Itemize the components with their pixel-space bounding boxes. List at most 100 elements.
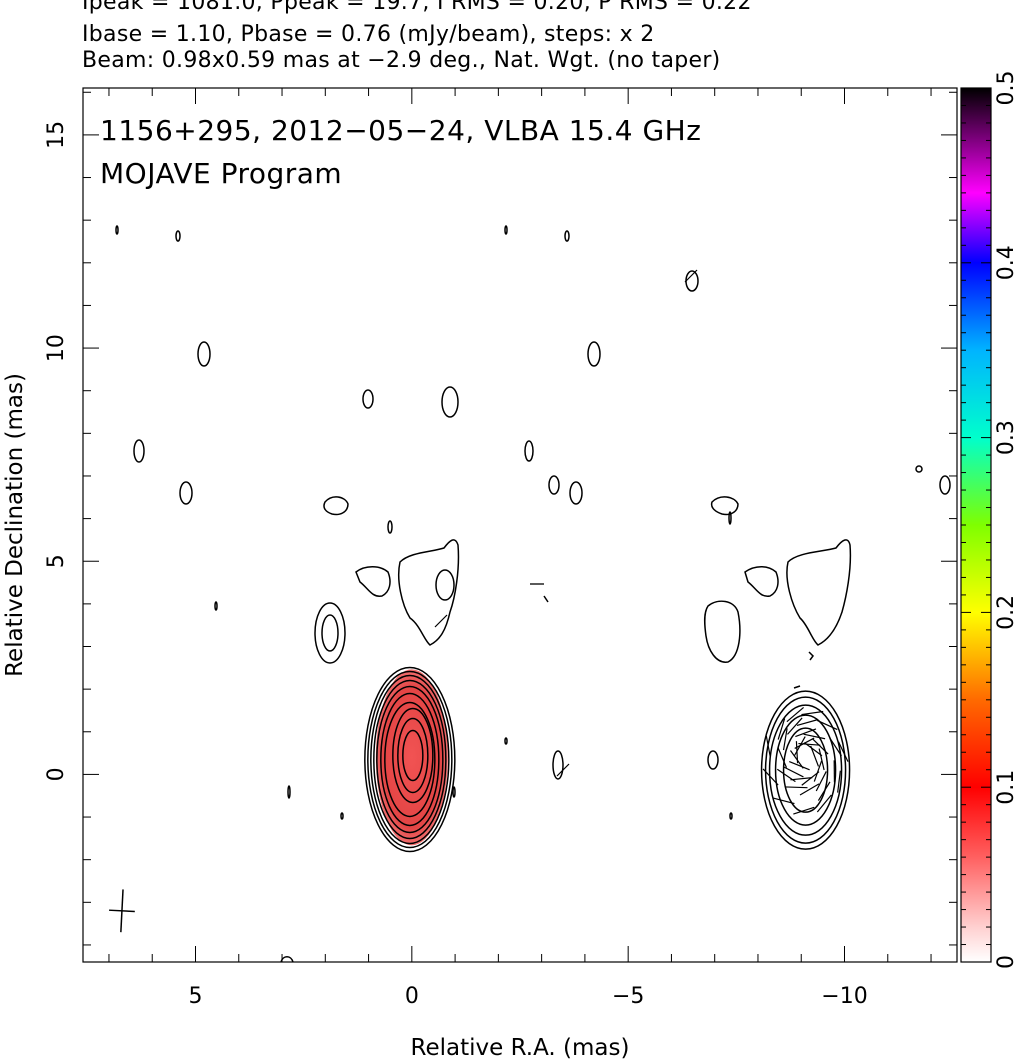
noise-contour [314,602,346,664]
noise-contour [685,270,699,292]
evpa-tick [777,718,786,740]
pol-contour [764,696,847,844]
evpa-tick [794,737,815,749]
y-tick-labels: 0 5 10 15 [44,121,69,782]
colorbar-tick-label: 0.2 [994,595,1019,630]
plot-title-line1: 1156+295, 2012−05−24, VLBA 15.4 GHz [100,114,701,147]
evpa-tick [828,737,842,757]
pol-contour [760,690,851,850]
noise-contour [287,785,291,799]
noise-contour [504,225,508,235]
core-contour [373,679,447,840]
polarization-ticks [434,269,849,815]
noise-contour [452,786,456,798]
noise-contour [133,439,145,463]
evpa-tick [816,794,832,813]
evpa-tick [776,768,796,783]
core-contour [402,729,424,782]
noise-contour [543,595,549,603]
evpa-tick [773,797,795,805]
x-tick-labels: 5 0 −5 −10 [188,984,867,1009]
evpa-tick [799,783,820,796]
evpa-tick [801,710,824,716]
core-contour [397,717,429,794]
core-contour [364,666,456,853]
axis-ticks [83,88,957,962]
evpa-tick [789,750,804,769]
noise-contour [362,389,374,409]
jet-contour [786,539,852,646]
colorbar-tick-label: 0.4 [994,245,1019,280]
evpa-tick [817,719,838,731]
x-axis-label: Relative R.A. (mas) [411,1035,630,1060]
noise-contour [435,569,455,601]
noise-contour [441,386,459,418]
noise-contour [524,440,534,462]
noise-contour [552,750,564,780]
colorbar-tick-label: 0.3 [994,420,1019,455]
evpa-tick [434,614,448,628]
evpa-tick [762,768,779,786]
evpa-tick [793,736,806,757]
colorbar-tick-label: 0.1 [994,770,1019,805]
evpa-tick [684,269,698,283]
beam-cross-icon [109,889,135,933]
jet-contour [398,539,460,646]
evpa-tick [837,770,841,793]
pol-contour [774,714,837,826]
noise-contour [387,520,393,534]
evpa-tick [786,706,804,723]
evpa-tick [818,748,825,771]
noise-contour [179,481,193,505]
beam-minor-axis [109,909,135,913]
noise-contour [175,230,181,242]
noise-contour [564,230,570,242]
evpa-tick [765,735,771,758]
evpa-tick [815,771,827,792]
evpa-tick [796,718,819,727]
evpa-tick [810,745,820,767]
evpa-tick [793,806,815,815]
header-beam-line: Beam: 0.98x0.59 mas at −2.9 deg., Nat. W… [82,48,721,73]
evpa-tick [837,741,849,762]
evpa-tick [803,733,826,740]
jet-contour [744,566,779,597]
noise-contour [915,465,923,473]
jet-contour [703,600,741,663]
evpa-tick [798,742,821,746]
evpa-tick [801,771,820,786]
noise-contour [115,225,119,235]
jet-contour [323,496,349,516]
y-tick-label: 10 [44,334,69,362]
evpa-tick [783,766,804,778]
evpa-tick [795,728,817,738]
colorbar [960,87,992,963]
x-tick-label: 0 [405,984,419,1009]
evpa-tick [789,760,810,771]
evpa-tick [812,738,829,755]
noise-contour [569,481,583,505]
noise-contour [793,685,801,689]
y-tick-label: 5 [44,554,69,568]
noise-contour [504,737,508,745]
noise-contour [548,475,560,495]
plot-frame [82,87,958,963]
noise-contour [729,812,733,820]
x-tick-label: −5 [612,984,644,1009]
y-tick-label: 15 [44,121,69,149]
colorbar-tick-labels: 0 0.1 0.2 0.3 0.4 0.5 [994,71,1019,970]
evpa-tick [787,717,803,735]
noise-contour [939,475,951,495]
evpa-tick [777,747,788,768]
colorbar-tick-label: 0.5 [994,71,1019,106]
noise-contour [808,651,814,661]
x-tick-label: 5 [188,984,202,1009]
noise-contour [197,341,211,367]
evpa-tick [785,786,808,789]
noise-contour [707,750,719,770]
evpa-tick [782,728,788,751]
colorbar-tick-label: 0 [994,955,1019,969]
evpa-tick [817,781,831,801]
evpa-tick [790,777,813,781]
